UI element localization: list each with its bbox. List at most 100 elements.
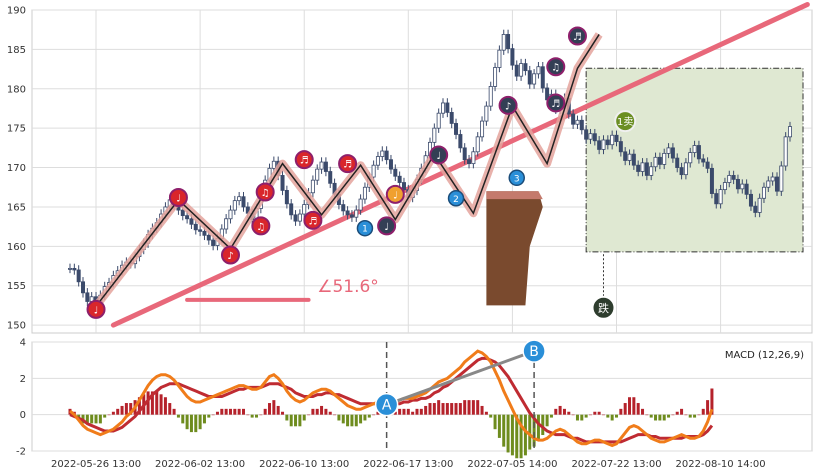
histogram-bar [641,408,645,415]
candle-body [527,70,532,85]
note-glyph: ♩ [94,305,99,316]
candle [705,157,710,174]
candle-body [319,161,324,170]
candle [653,152,658,172]
candle-body [81,281,86,294]
candle [224,214,229,234]
candle [454,118,459,140]
candle-body [584,129,589,140]
candle-body [653,156,658,168]
note-glyph: ♪ [505,101,511,112]
candle [362,182,367,204]
candle [493,62,498,92]
histogram-bar [281,411,285,415]
histogram-bar [150,391,154,415]
candle-body [519,63,524,77]
histogram-bar [588,414,592,416]
candle [627,149,632,166]
candle-body [770,176,775,182]
candle [237,191,242,206]
note-marker [168,187,188,207]
histogram-bar [120,405,124,415]
candle-body [471,151,476,165]
histogram-bar [506,414,510,453]
candle [718,184,723,209]
candle-body [649,166,654,176]
candle-body [189,218,194,225]
candle-body [501,34,506,51]
histogram-bar [575,414,579,421]
candle-body [228,209,233,220]
candle [280,170,285,196]
histogram-bar [220,408,224,415]
candle [670,143,675,163]
histogram-bar [493,414,497,430]
candle-body [345,210,350,216]
histogram-bar [476,400,480,415]
candle-body [514,64,519,77]
candle-body [388,159,393,170]
candle-body [302,204,307,215]
candle-body [618,141,623,153]
macd-legend: MACD (12,26,9) [725,350,804,361]
candle [484,101,489,126]
candle [731,170,736,185]
histogram-bar [502,414,506,447]
histogram-bar [250,414,254,418]
histogram-bar [98,414,102,424]
x-tick-label: 2022-06-17 13:00 [363,459,453,470]
histogram-bar [272,400,276,415]
histogram-bar [419,408,423,415]
histogram-bar [654,414,658,421]
note-marker [251,216,271,236]
candle-body [401,182,406,191]
candle-body [484,105,489,122]
candle [488,81,493,111]
candle-body [85,292,90,302]
histogram-bar [636,403,640,415]
candle-body [588,133,593,140]
candle [783,132,788,171]
note-glyph: ♬ [573,32,582,43]
candle [497,45,502,73]
candle [722,177,727,195]
candle-body [636,164,641,172]
candle-body [211,239,216,246]
candle-body [692,145,697,153]
candle-body [371,164,376,178]
histogram-bar [268,403,272,415]
candle [714,188,719,209]
histogram-bar [198,414,202,430]
candle-body [788,126,793,138]
candle [480,116,485,142]
histogram-bar [111,411,115,415]
candle [341,199,346,216]
histogram-bar [315,408,319,415]
candle-body [597,140,602,150]
candle-body [662,152,667,165]
candle-body [644,162,649,176]
histogram-bar [194,414,198,433]
candle-body [605,139,610,146]
histogram-bar [463,400,467,415]
histogram-bar [545,414,549,427]
histogram-bar [372,414,376,416]
candle-body [467,159,472,165]
candle-body [766,180,771,188]
candle-body [72,267,77,271]
histogram-bar [276,405,280,415]
histogram-bar [77,414,81,418]
candle [293,210,298,226]
candle [310,175,315,198]
candle-body [297,213,302,222]
histogram-bar [294,414,298,427]
candle [753,201,758,218]
candle-body [362,186,367,200]
macd-panel: -2 0 2 4 MACD (12,26,9) A B [16,338,813,459]
candle-body [631,153,636,166]
candle-body [380,150,385,157]
candle-body [592,133,597,142]
candle-body [68,267,73,270]
cliff-icon [486,191,543,306]
x-tick-label: 2022-06-02 13:00 [155,459,245,470]
